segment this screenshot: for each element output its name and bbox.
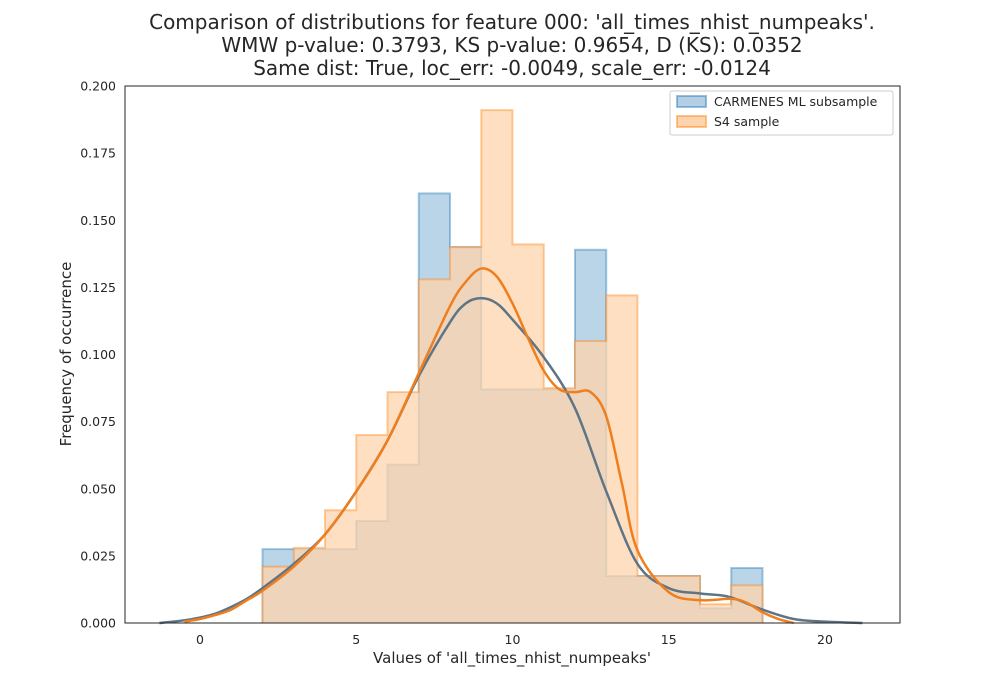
bar-s4-11 [606, 295, 638, 623]
bar-s4-6 [450, 247, 482, 623]
y-tick-label: 0.125 [80, 280, 116, 295]
y-tick-label: 0.000 [80, 616, 116, 631]
y-axis-ticks: 0.000 0.025 0.050 0.075 0.100 0.125 0.150 0.175… [80, 79, 116, 631]
x-tick-label: 5 [352, 632, 360, 647]
y-tick-label: 0.150 [80, 213, 116, 228]
y-tick-label: 0.200 [80, 79, 116, 94]
legend-swatch-s4 [676, 115, 707, 128]
legend-label-s4: S4 sample [714, 114, 780, 129]
bar-outline-s4 [261, 109, 764, 623]
legend-swatch-carmenes [676, 95, 707, 108]
title-line-3: Same dist: True, loc_err: -0.0049, scale… [253, 56, 771, 80]
bar-s4-10 [575, 341, 607, 623]
legend: CARMENES ML subsample S4 sample [669, 90, 894, 136]
y-tick-label: 0.075 [80, 414, 116, 429]
y-tick-label: 0.100 [80, 347, 116, 362]
y-axis-label: Frequency of occurrence [57, 262, 75, 447]
kde-line-s4 [184, 267, 795, 625]
bar-s4-7 [481, 110, 513, 624]
legend-label-carmenes: CARMENES ML subsample [714, 94, 878, 109]
x-tick-label: 15 [661, 632, 677, 647]
x-axis-ticks: 0 5 10 15 20 [196, 632, 833, 647]
legend-box [669, 90, 894, 136]
x-tick-label: 0 [196, 632, 204, 647]
y-tick-label: 0.025 [80, 548, 116, 563]
bar-s4-4 [387, 392, 419, 623]
y-tick-label: 0.050 [80, 481, 116, 496]
y-tick-label: 0.175 [80, 146, 116, 161]
bar-s4-14 [700, 604, 732, 623]
x-tick-label: 10 [505, 632, 521, 647]
bar-s4-12 [637, 576, 669, 623]
bar-s4-3 [356, 435, 388, 623]
kde-curves [159, 267, 863, 625]
kde-line-carmenes [159, 296, 863, 625]
chart-title: Comparison of distributions for feature … [149, 10, 875, 80]
x-axis-label: Values of 'all_times_nhist_numpeaks' [373, 649, 651, 668]
title-line-2: WMW p-value: 0.3793, KS p-value: 0.9654,… [221, 33, 802, 57]
bar-s4-8 [512, 244, 544, 624]
bar-s4-9 [543, 388, 575, 623]
histogram-bars [261, 109, 764, 624]
plot-frame [124, 85, 901, 624]
x-tick-label: 20 [817, 632, 833, 647]
title-line-1: Comparison of distributions for feature … [149, 10, 875, 34]
